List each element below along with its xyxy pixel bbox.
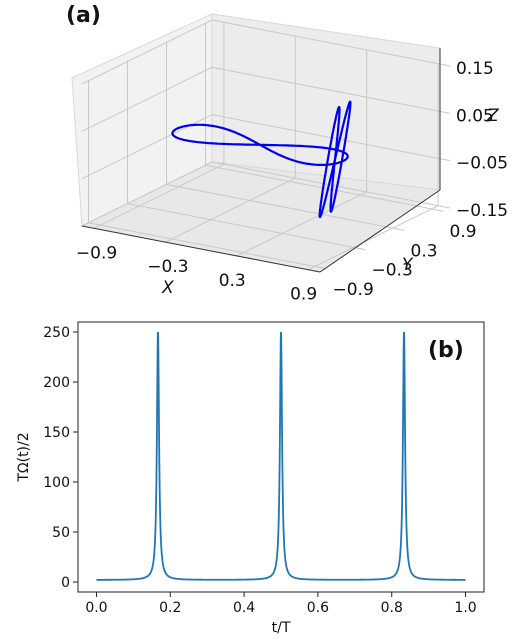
grid-line-z (81, 66, 451, 132)
z-tick-label: 0.05 (456, 106, 494, 126)
x-axis-label-b: t/T (272, 620, 291, 636)
grid-line-z (81, 114, 451, 180)
x-tick-label: −0.3 (147, 257, 188, 277)
z-tick-label: −0.15 (456, 201, 508, 221)
y-axis-line (319, 189, 441, 273)
grid-line-z (81, 161, 451, 227)
x-tick-label-b: 0.6 (307, 600, 329, 616)
y-axis-label-b: TΩ(t)/2 (16, 432, 32, 482)
y-axis-label: Y (402, 255, 414, 275)
panel-a-3d-plot: −0.9−0.30.30.9 −0.9−0.30.30.9−0.15−0.050.… (66, 3, 508, 305)
y-tick-label: 0.9 (450, 222, 477, 242)
z-axis-label: Z (486, 106, 499, 126)
ticks-3d: −0.9−0.30.30.9 −0.9−0.30.30.9−0.15−0.050.… (76, 59, 508, 305)
grid-3d (81, 19, 451, 271)
x-tick-label-b: 1.0 (454, 600, 476, 616)
panel-b-label: (b) (428, 338, 464, 363)
y-tick-label-b: 100 (43, 475, 70, 491)
x-tick-label: 0.9 (290, 285, 317, 305)
y-tick-label-b: 250 (43, 325, 70, 341)
omega-series-line (96, 331, 466, 581)
trajectory-curve (171, 100, 352, 219)
ticks-2d: 0.0 0.2 0.4 0.6 0.8 1.0 0 50 100 150 200 250 (43, 325, 476, 616)
x-tick-label-b: 0.2 (159, 600, 181, 616)
x-tick-label-b: 0.0 (85, 600, 107, 616)
y-tick-label-b: 50 (52, 525, 70, 541)
x-tick-label-b: 0.4 (233, 600, 255, 616)
panel-a-label: (a) (66, 3, 101, 28)
z-tick-label: −0.05 (456, 154, 508, 174)
plot-frame (77, 321, 485, 593)
y-tick-label: −0.9 (333, 280, 374, 300)
y-tick-label: −0.3 (372, 261, 413, 281)
x-tick-label: 0.3 (219, 271, 246, 291)
y-tick-label-b: 200 (43, 375, 70, 391)
x-tick-label: −0.9 (76, 243, 117, 263)
panel-b-line-plot: 0.0 0.2 0.4 0.6 0.8 1.0 0 50 100 150 200 250 (b) t/… (16, 321, 485, 636)
z-tick-label: 0.15 (456, 59, 494, 79)
x-tick-label-b: 0.8 (381, 600, 403, 616)
y-tick-label-b: 150 (43, 425, 70, 441)
x-axis-label: X (161, 278, 174, 298)
grid-line-z (81, 19, 451, 85)
y-tick-label-b: 0 (61, 575, 70, 591)
x-axis-line (81, 225, 321, 273)
y-tick-label: 0.3 (411, 241, 438, 261)
pane-back-right (211, 13, 441, 191)
